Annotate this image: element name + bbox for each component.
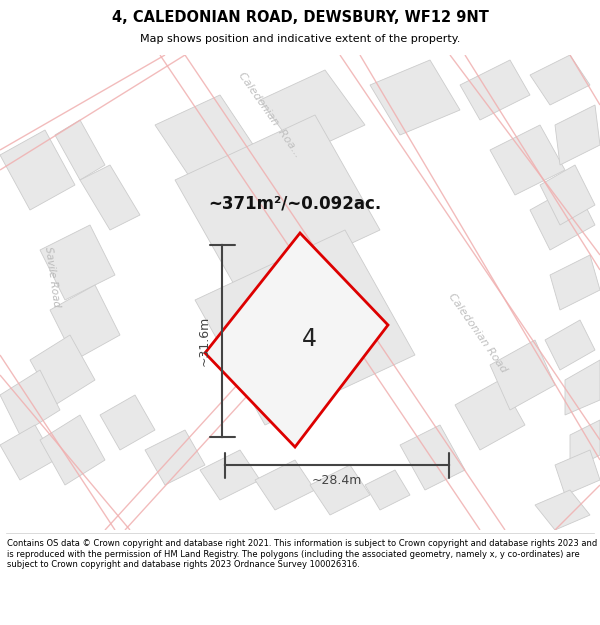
- Polygon shape: [535, 490, 590, 530]
- Text: ~371m²/~0.092ac.: ~371m²/~0.092ac.: [208, 194, 382, 212]
- Polygon shape: [0, 130, 75, 210]
- Polygon shape: [530, 55, 590, 105]
- Text: ~28.4m: ~28.4m: [312, 474, 362, 488]
- Polygon shape: [0, 425, 55, 480]
- Polygon shape: [540, 165, 595, 225]
- Polygon shape: [255, 460, 315, 510]
- Polygon shape: [545, 320, 595, 370]
- Polygon shape: [145, 430, 205, 485]
- Polygon shape: [570, 420, 600, 470]
- Polygon shape: [530, 185, 595, 250]
- Text: Contains OS data © Crown copyright and database right 2021. This information is : Contains OS data © Crown copyright and d…: [7, 539, 598, 569]
- Polygon shape: [30, 335, 95, 405]
- Text: Caledonian  Roa...: Caledonian Roa...: [237, 71, 303, 159]
- Polygon shape: [195, 230, 415, 425]
- Text: Savile Road: Savile Road: [43, 246, 61, 308]
- Polygon shape: [0, 370, 60, 435]
- Text: 4, CALEDONIAN ROAD, DEWSBURY, WF12 9NT: 4, CALEDONIAN ROAD, DEWSBURY, WF12 9NT: [112, 10, 488, 25]
- Polygon shape: [370, 60, 460, 135]
- Polygon shape: [400, 425, 465, 490]
- Polygon shape: [460, 60, 530, 120]
- Polygon shape: [100, 395, 155, 450]
- Polygon shape: [565, 360, 600, 415]
- Text: Map shows position and indicative extent of the property.: Map shows position and indicative extent…: [140, 34, 460, 44]
- Polygon shape: [365, 470, 410, 510]
- Polygon shape: [55, 120, 105, 180]
- Polygon shape: [490, 340, 555, 410]
- Polygon shape: [175, 115, 380, 295]
- Polygon shape: [550, 255, 600, 310]
- Polygon shape: [40, 415, 105, 485]
- Polygon shape: [155, 95, 260, 185]
- Polygon shape: [555, 450, 600, 495]
- Polygon shape: [555, 105, 600, 165]
- Polygon shape: [490, 125, 565, 195]
- Text: 4: 4: [302, 328, 317, 351]
- Polygon shape: [205, 233, 388, 447]
- Text: Caledonian Road: Caledonian Road: [447, 291, 509, 374]
- Polygon shape: [260, 70, 365, 155]
- Polygon shape: [310, 465, 370, 515]
- Polygon shape: [50, 285, 120, 360]
- Text: ~31.6m: ~31.6m: [197, 316, 211, 366]
- Polygon shape: [80, 165, 140, 230]
- Polygon shape: [455, 380, 525, 450]
- Polygon shape: [40, 225, 115, 300]
- Polygon shape: [200, 450, 260, 500]
